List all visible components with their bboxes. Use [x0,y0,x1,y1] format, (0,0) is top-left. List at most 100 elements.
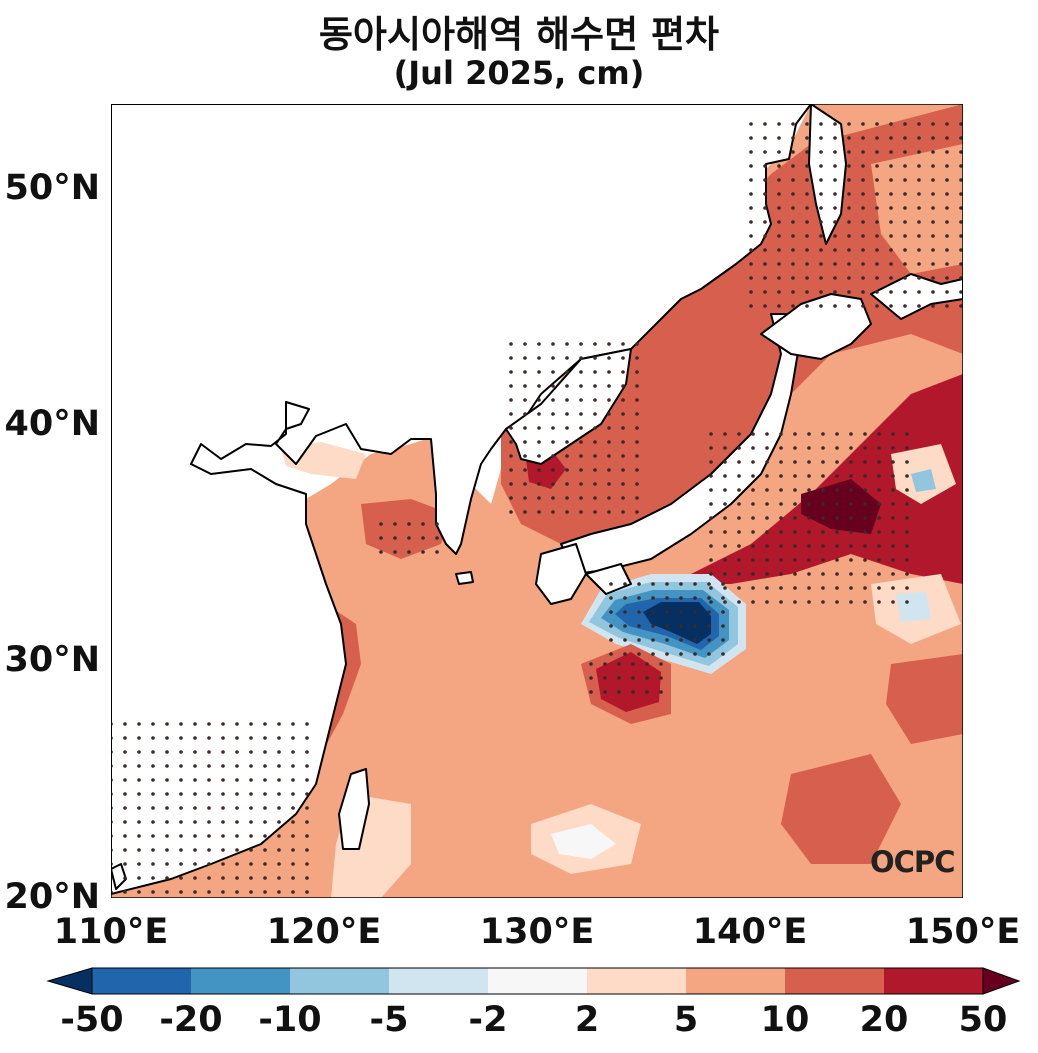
stipple-dot [931,220,935,224]
stipple-dot [617,690,621,694]
stipple-dot [509,342,513,346]
stipple-dot [179,778,183,782]
stipple-dot [805,276,809,280]
stipple-dot [863,544,867,548]
stipple-dot [737,446,741,450]
colorbar-label-m5: -5 [369,1000,409,1040]
patch-kuroshio [671,374,963,584]
stipple-dot [819,220,823,224]
stipple-dot [917,304,921,308]
stipple-dot [565,370,569,374]
stipple-dot [263,792,267,796]
stipple-dot [589,676,593,680]
stipple-dot [749,206,753,210]
stipple-dot [721,652,725,656]
stipple-dot [179,736,183,740]
stipple-dot [589,690,593,694]
stipple-dot [945,290,949,294]
stipple-dot [179,750,183,754]
stipple-dot [863,558,867,562]
colorbar-label-m20: -20 [159,1000,223,1040]
stipple-dot [779,446,783,450]
stipple-dot [137,736,141,740]
stipple-dot [537,468,541,472]
stipple-dot [151,834,155,838]
stipple-dot [221,876,225,880]
stipple-dot [249,862,253,866]
stipple-dot [875,276,879,280]
stipple-dot [779,586,783,590]
stipple-dot [709,474,713,478]
stipple-dot [221,778,225,782]
stipple-dot [917,164,921,168]
stipple-dot [861,206,865,210]
stipple-dot [959,164,963,168]
stipple-dot [863,488,867,492]
stipple-dot [621,468,625,472]
stipple-dot [193,806,197,810]
ocpc-watermark: OCPC [870,845,955,879]
stipple-dot [291,820,295,824]
stipple-dot [509,370,513,374]
stipple-dot [179,876,183,880]
stipple-dot [123,890,127,894]
stipple-dot [849,488,853,492]
stipple-dot [875,192,879,196]
stipple-dot [849,502,853,506]
stipple-dot [631,676,635,680]
stipple-dot [593,454,597,458]
stipple-dot [903,290,907,294]
lon-label-130e: 130°E [479,912,595,952]
stipple-dot [291,834,295,838]
stipple-dot [151,722,155,726]
stipple-dot [807,530,811,534]
lat-label-50n: 50°N [4,168,101,208]
stipple-dot [875,290,879,294]
stipple-dot [847,304,851,308]
stipple-dot [665,638,669,642]
colorbar-bin [587,968,686,994]
stipple-dot [709,544,713,548]
stipple-dot [807,558,811,562]
stipple-dot [821,558,825,562]
stipple-dot [777,150,781,154]
stipple-dot [165,722,169,726]
colorbar-extend-low [46,967,93,995]
stipple-dot [737,558,741,562]
stipple-dot [917,248,921,252]
stipple-dot [249,736,253,740]
stipple-dot [193,750,197,754]
stipple-dot [249,806,253,810]
stipple-dot [877,600,881,604]
stipple-dot [931,122,935,126]
stipple-dot [123,876,127,880]
stipple-dot [749,178,753,182]
stipple-dot [551,398,555,402]
map-title: 동아시아해역 해수면 편차 [318,13,720,56]
stipple-dot [847,192,851,196]
stipple-dot [779,502,783,506]
stipple-dot [123,736,127,740]
stipple-dot [737,474,741,478]
stipple-dot [179,792,183,796]
stipple-dot [875,234,879,238]
stipple-dot [277,834,281,838]
stipple-dot [207,848,211,852]
land-japan-shikoku [585,563,632,595]
stipple-dot [659,662,663,666]
stipple-dot [709,502,713,506]
stipple-dot [707,596,711,600]
stipple-dot [607,398,611,402]
stipple-dot [137,722,141,726]
stipple-dot [737,488,741,492]
stipple-dot [849,558,853,562]
stipple-dot [221,792,225,796]
stipple-dot [593,426,597,430]
stipple-dot [537,510,541,514]
stipple-dot [207,722,211,726]
stipple-dot [905,488,909,492]
stipple-dot [765,600,769,604]
colorbar-label-20: 20 [859,1000,909,1040]
stipple-dot [249,722,253,726]
stipple-dot [637,638,641,642]
